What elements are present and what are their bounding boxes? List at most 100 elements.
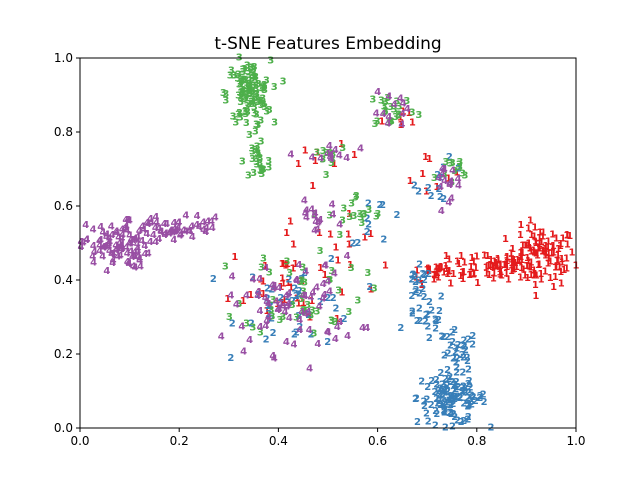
- data-point: 1: [321, 270, 328, 281]
- data-point: 2: [442, 400, 449, 411]
- data-point: 3: [353, 191, 360, 202]
- data-point: 2: [459, 368, 466, 379]
- data-point: 3: [245, 79, 252, 90]
- data-point: 2: [453, 363, 460, 374]
- data-point: 3: [245, 67, 252, 78]
- data-point: 3: [339, 143, 346, 154]
- data-point: 2: [434, 170, 441, 181]
- data-point: 1: [540, 228, 547, 239]
- data-point: 4: [157, 226, 164, 237]
- plot-frame: [79, 57, 577, 429]
- data-point: 1: [527, 262, 534, 273]
- data-point: 1: [513, 262, 520, 273]
- data-point: 2: [444, 381, 451, 392]
- data-point: 2: [408, 275, 415, 286]
- data-point: 3: [252, 72, 259, 83]
- data-point: 4: [270, 283, 277, 294]
- data-point: 3: [317, 246, 324, 257]
- data-point: 3: [431, 173, 438, 184]
- data-point: 1: [435, 264, 442, 275]
- data-point: 2: [440, 332, 447, 343]
- data-point: 3: [231, 70, 238, 81]
- data-point: 1: [528, 270, 535, 281]
- data-point: 2: [426, 297, 433, 308]
- data-point: 3: [358, 218, 365, 229]
- data-point: 2: [437, 400, 444, 411]
- data-point: 2: [436, 396, 443, 407]
- data-point: 1: [557, 267, 564, 278]
- data-point: 3: [245, 170, 252, 181]
- data-point: 4: [283, 337, 290, 348]
- data-point: 4: [132, 234, 139, 245]
- data-point: 1: [345, 230, 352, 241]
- data-point: 4: [276, 283, 283, 294]
- data-point: 1: [317, 263, 324, 274]
- data-point: 1: [400, 107, 407, 118]
- data-point: 4: [171, 224, 178, 235]
- data-point: 4: [284, 302, 291, 313]
- data-point: 3: [299, 263, 306, 274]
- data-point: 1: [467, 262, 474, 273]
- data-point: 2: [414, 316, 421, 327]
- data-point: 3: [251, 109, 258, 120]
- data-point: 1: [484, 251, 491, 262]
- data-point: 4: [131, 251, 138, 262]
- data-point: 1: [431, 271, 438, 282]
- data-point: 3: [396, 102, 403, 113]
- data-point: 3: [356, 209, 363, 220]
- data-point: 2: [454, 392, 461, 403]
- y-tick-label: 0.2: [54, 347, 73, 361]
- data-point: 3: [311, 209, 318, 220]
- data-point: 3: [258, 164, 265, 175]
- data-point: 1: [314, 148, 321, 159]
- data-point: 3: [301, 307, 308, 318]
- data-point: 3: [242, 81, 249, 92]
- data-point: 2: [461, 386, 468, 397]
- data-point: 4: [186, 226, 193, 237]
- data-point: 1: [279, 274, 286, 285]
- data-point: 4: [265, 299, 272, 310]
- data-point: 3: [266, 268, 273, 279]
- data-point: 1: [547, 257, 554, 268]
- data-point: 1: [495, 256, 502, 267]
- data-point: 4: [141, 241, 148, 252]
- data-point: 4: [119, 230, 126, 241]
- y-tick-label: 0.0: [54, 421, 73, 435]
- data-point: 3: [253, 120, 260, 131]
- data-point: 3: [250, 81, 257, 92]
- data-point: 4: [316, 301, 323, 312]
- data-point: 3: [459, 168, 466, 179]
- data-point: 2: [441, 408, 448, 419]
- data-point: 2: [394, 210, 401, 221]
- data-point: 3: [313, 147, 320, 158]
- data-point: 4: [286, 289, 293, 300]
- data-point: 4: [296, 260, 303, 271]
- data-point: 4: [178, 230, 185, 241]
- data-point: 3: [319, 155, 326, 166]
- data-point: 2: [433, 375, 440, 386]
- data-point: 2: [467, 397, 474, 408]
- data-point: 3: [298, 294, 305, 305]
- data-point: 2: [421, 292, 428, 303]
- data-point: 2: [455, 340, 462, 351]
- data-point: 4: [108, 222, 115, 233]
- data-point: 3: [265, 156, 272, 167]
- data-point: 3: [244, 107, 251, 118]
- data-point: 1: [530, 246, 537, 257]
- data-point: 3: [415, 110, 422, 121]
- data-point: 4: [177, 230, 184, 241]
- data-point: 1: [461, 258, 468, 269]
- data-point: 4: [282, 307, 289, 318]
- data-point: 3: [374, 117, 381, 128]
- data-point: 1: [552, 272, 559, 283]
- data-point: 1: [518, 263, 525, 274]
- data-point: 3: [352, 193, 359, 204]
- data-point: 3: [300, 305, 307, 316]
- data-point: 2: [424, 321, 431, 332]
- data-point: 1: [432, 270, 439, 281]
- data-point: 1: [525, 239, 532, 250]
- data-point: 2: [457, 393, 464, 404]
- data-point: 3: [384, 93, 391, 104]
- data-point: 2: [448, 392, 455, 403]
